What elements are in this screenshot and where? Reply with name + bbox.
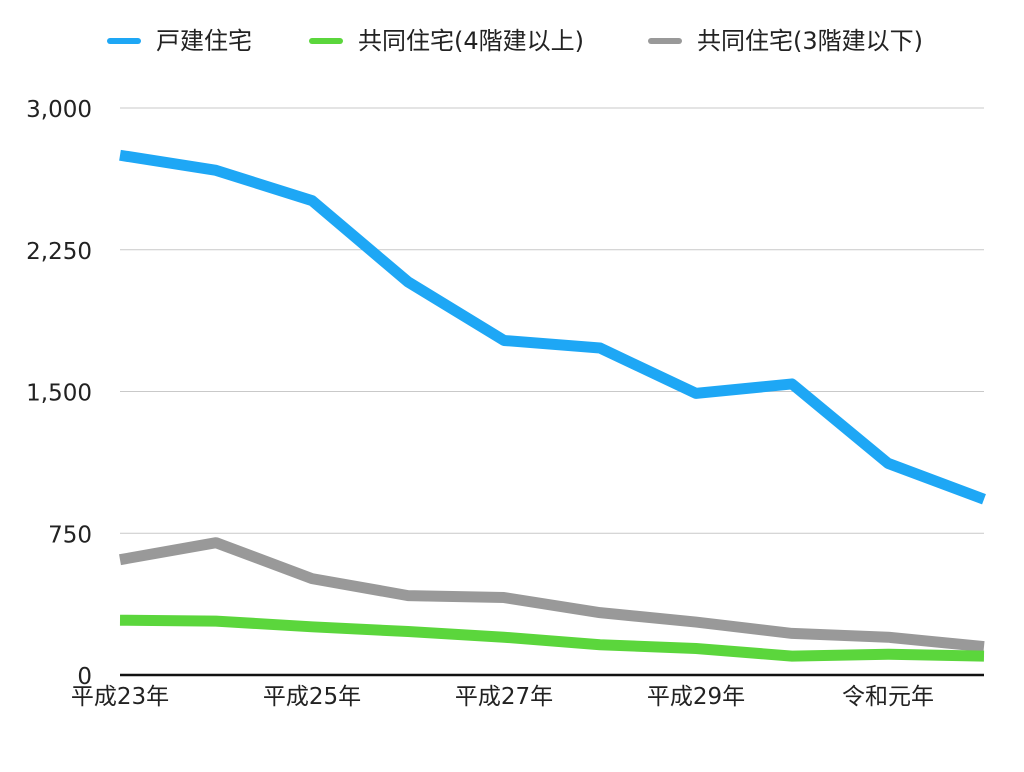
gridlines: [120, 108, 984, 533]
y-tick-label: 1,500: [26, 381, 92, 407]
x-tick-label: 平成23年: [71, 684, 169, 710]
y-tick-label: 750: [48, 522, 92, 548]
x-axis-ticks: 平成23年 平成25年 平成27年 平成29年 令和元年: [71, 684, 934, 710]
series-lines: [120, 155, 984, 656]
legend-item-3: 共同住宅(3階建以下): [651, 27, 923, 55]
x-tick-label: 平成25年: [263, 684, 361, 710]
legend-label: 共同住宅(3階建以下): [697, 27, 923, 55]
legend-item-1: 戸建住宅: [110, 27, 252, 55]
series-line-1: [120, 155, 984, 499]
legend: 戸建住宅 共同住宅(4階建以上) 共同住宅(3階建以下): [110, 27, 923, 55]
x-tick-label: 平成27年: [455, 684, 553, 710]
series-line-3: [120, 543, 984, 647]
legend-label: 共同住宅(4階建以上): [358, 27, 584, 55]
y-tick-label: 2,250: [26, 239, 92, 265]
y-tick-label: 3,000: [26, 97, 92, 123]
legend-item-2: 共同住宅(4階建以上): [312, 27, 584, 55]
x-tick-label: 平成29年: [647, 684, 745, 710]
x-tick-label: 令和元年: [842, 684, 934, 710]
legend-label: 戸建住宅: [156, 27, 252, 55]
